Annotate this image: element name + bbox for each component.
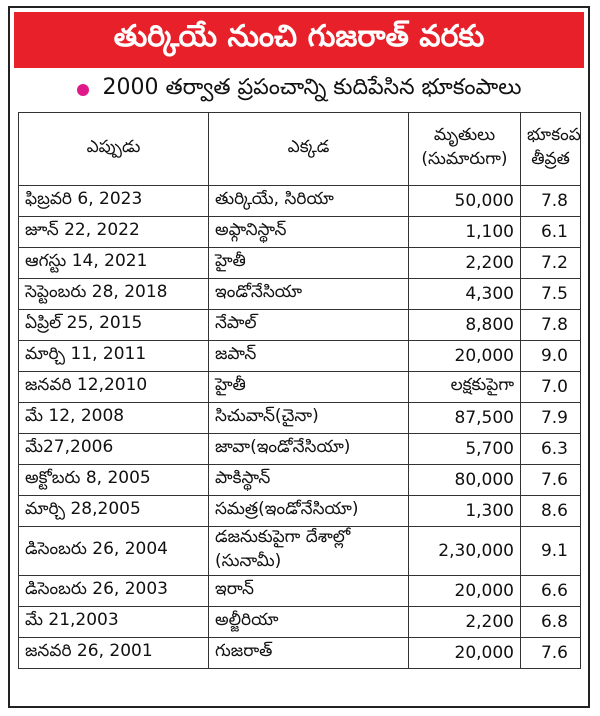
table-row: ఏప్రిల్ 25, 2015 నేపాల్ 8,800 7.8 (18, 309, 581, 341)
bullet (76, 84, 89, 96)
table-row: డిసెంబరు 26, 2003 ఇరాన్ 20,000 6.6 (18, 575, 581, 607)
table-row: సెప్టెంబరు 28, 2018 ఇండోనేసియా 4,300 7.5 (18, 278, 581, 310)
cell: హైతీ (208, 371, 409, 403)
cell: 9.0 (520, 340, 581, 372)
cell: 6.3 (520, 433, 581, 465)
cell: డజనుకుపైగా దేశాల్లో (సునామీ) (208, 526, 409, 576)
cell: తుర్కియే, సిరియా (208, 185, 409, 217)
cell: 20,000 (408, 340, 521, 372)
cell: 7.6 (520, 637, 581, 669)
cell: అల్జీరియా (208, 606, 409, 638)
cell: 7.8 (520, 309, 581, 341)
cell: 6.8 (520, 606, 581, 638)
cell: 9.1 (520, 526, 581, 576)
cell: హైతీ (208, 247, 409, 279)
cell: ఆగస్టు 14, 2021 (18, 247, 209, 279)
cell: 7.0 (520, 371, 581, 403)
cell: సమత్ర(ఇండోనేసియా) (208, 495, 409, 527)
cell: జనవరి 26, 2001 (18, 637, 209, 669)
table: ఎప్పుడు ఎక్కడ మృతులు (సుమారుగా) భూకంప తీవ్ర… (18, 112, 581, 669)
cell: 6.6 (520, 575, 581, 607)
cell: 8.6 (520, 495, 581, 527)
table-row: జూన్ 22, 2022 అఫ్గానిస్థాన్ 1,100 6.1 (18, 216, 581, 248)
table-row: మే27,2006 జావా(ఇండోనేసియా) 5,700 6.3 (18, 433, 581, 465)
cell: అక్టోబరు 8, 2005 (18, 464, 209, 496)
cell: సిచువాన్(చైనా) (208, 402, 409, 434)
column-header: ఎక్కడ (208, 112, 409, 186)
cell: 1,300 (408, 495, 521, 527)
column-header: మృతులు (సుమారుగా) (408, 112, 521, 186)
cell: మార్చి 11, 2011 (18, 340, 209, 372)
cell: 80,000 (408, 464, 521, 496)
cell: జూన్ 22, 2022 (18, 216, 209, 248)
table-row: మే 12, 2008 సిచువాన్(చైనా) 87,500 7.9 (18, 402, 581, 434)
cell: జనవరి 12,2010 (18, 371, 209, 403)
cell: ఇండోనేసియా (208, 278, 409, 310)
table-row: అక్టోబరు 8, 2005 పాకిస్థాన్ 80,000 7.6 (18, 464, 581, 496)
cell: 50,000 (408, 185, 521, 217)
cell: జావా(ఇండోనేసియా) (208, 433, 409, 465)
cell: డిసెంబరు 26, 2004 (18, 526, 209, 576)
cell: అఫ్గానిస్థాన్ (208, 216, 409, 248)
card: తుర్కియే నుంచి గుజరాత్ వరకు 2000 తర్వాత … (8, 6, 590, 708)
cell: మే 12, 2008 (18, 402, 209, 434)
cell: 7.9 (520, 402, 581, 434)
cell: 2,200 (408, 247, 521, 279)
cell: 8,800 (408, 309, 521, 341)
cell: 7.2 (520, 247, 581, 279)
table-row: ఆగస్టు 14, 2021 హైతీ 2,200 7.2 (18, 247, 581, 279)
cell: 20,000 (408, 637, 521, 669)
column-header: భూకంప తీవ్రత (520, 112, 581, 186)
cell: 6.1 (520, 216, 581, 248)
cell: డిసెంబరు 26, 2003 (18, 575, 209, 607)
table-row: ఫిబ్రవరి 6, 2023 తుర్కియే, సిరియా 50,000 7.… (18, 185, 581, 217)
table-row: మార్చి 11, 2011 జపాన్ 20,000 9.0 (18, 340, 581, 372)
table-body: ఫిబ్రవరి 6, 2023 తుర్కియే, సిరియా 50,000 7.… (18, 185, 581, 669)
cell: లక్షకుపైగా (408, 371, 521, 403)
cell: 7.6 (520, 464, 581, 496)
table-row: జనవరి 26, 2001 గుజరాత్ 20,000 7.6 (18, 637, 581, 669)
cell: 87,500 (408, 402, 521, 434)
cell: ఫిబ్రవరి 6, 2023 (18, 185, 209, 217)
cell: మే 21,2003 (18, 606, 209, 638)
cell: 20,000 (408, 575, 521, 607)
cell: ఏప్రిల్ 25, 2015 (18, 309, 209, 341)
cell: మార్చి 28,2005 (18, 495, 209, 527)
cell: 5,700 (408, 433, 521, 465)
cell: సెప్టెంబరు 28, 2018 (18, 278, 209, 310)
subtitle: 2000 తర్వాత ప్రపంచాన్ని కుదిపేసిన భూకంపా… (102, 75, 522, 100)
cell: మే27,2006 (18, 433, 209, 465)
subtitle-row: 2000 తర్వాత ప్రపంచాన్ని కుదిపేసిన భూకంపా… (10, 68, 588, 112)
cell: పాకిస్థాన్ (208, 464, 409, 496)
cell: 4,300 (408, 278, 521, 310)
cell: ఇరాన్ (208, 575, 409, 607)
cell: 1,100 (408, 216, 521, 248)
header-row: ఎప్పుడు ఎక్కడ మృతులు (సుమారుగా) భూకంప తీవ్ర… (18, 112, 581, 186)
table-row: జనవరి 12,2010 హైతీ లక్షకుపైగా 7.0 (18, 371, 581, 403)
table-row: మార్చి 28,2005 సమత్ర(ఇండోనేసియా) 1,300 8.6 (18, 495, 581, 527)
cell: 7.5 (520, 278, 581, 310)
cell: 2,200 (408, 606, 521, 638)
cell: 2,30,000 (408, 526, 521, 576)
cell: 7.8 (520, 185, 581, 217)
cell: గుజరాత్ (208, 637, 409, 669)
table-row: డిసెంబరు 26, 2004 డజనుకుపైగా దేశాల్లో (సు… (18, 526, 581, 576)
column-header: ఎప్పుడు (18, 112, 209, 186)
cell: జపాన్ (208, 340, 409, 372)
title: తుర్కియే నుంచి గుజరాత్ వరకు (14, 12, 584, 68)
cell: నేపాల్ (208, 309, 409, 341)
table-row: మే 21,2003 అల్జీరియా 2,200 6.8 (18, 606, 581, 638)
